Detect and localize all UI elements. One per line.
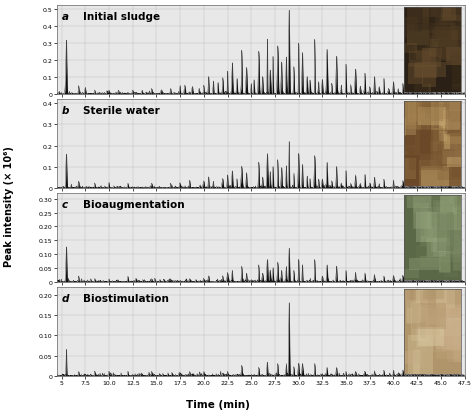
Text: Initial sludge: Initial sludge (83, 12, 161, 22)
Text: Sterile water: Sterile water (83, 106, 160, 116)
Text: d: d (62, 294, 69, 304)
Text: Biostimulation: Biostimulation (83, 294, 169, 304)
Text: a: a (62, 12, 69, 22)
Text: c: c (62, 200, 68, 210)
Text: Peak intensity (× 10⁶): Peak intensity (× 10⁶) (3, 146, 14, 267)
Text: b: b (62, 106, 69, 116)
Text: Bioaugmentation: Bioaugmentation (83, 200, 185, 210)
Text: Time (min): Time (min) (186, 399, 250, 409)
